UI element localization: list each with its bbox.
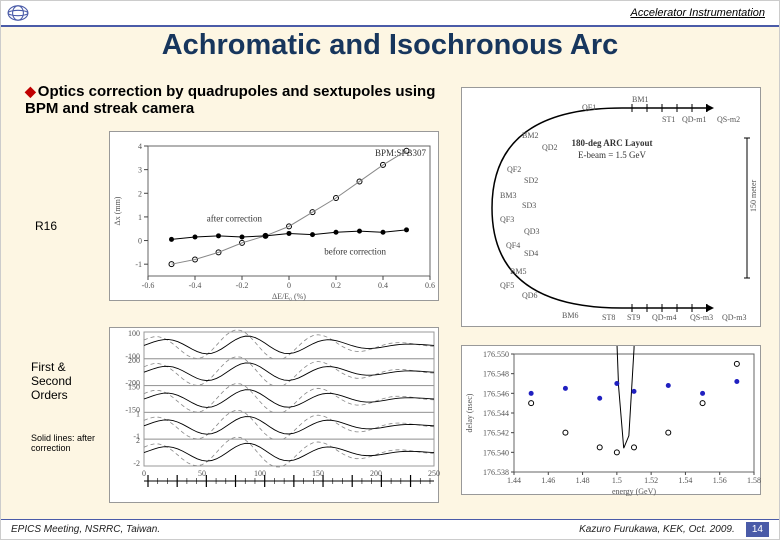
- arc-title: 180-deg ARC Layout: [571, 138, 652, 148]
- svg-text:176.544: 176.544: [483, 409, 509, 418]
- svg-text:QF5: QF5: [500, 281, 514, 290]
- chart-r16: -0.6 -0.4 -0.2 0 0.2 0.4 0.6 -1 0 1 2 3 4 ΔE/E₀ (%) Δx…: [109, 131, 439, 301]
- svg-text:176.546: 176.546: [483, 389, 509, 398]
- svg-text:before correction: before correction: [324, 247, 386, 257]
- svg-text:SD2: SD2: [524, 176, 538, 185]
- slide-title: Achromatic and Isochronous Arc: [1, 29, 779, 62]
- svg-text:0.6: 0.6: [425, 281, 435, 290]
- svg-text:ST8: ST8: [602, 313, 615, 322]
- svg-text:QD2: QD2: [542, 143, 558, 152]
- svg-text:QS-m3: QS-m3: [690, 313, 713, 322]
- svg-text:1.44: 1.44: [507, 476, 521, 485]
- page-number: 14: [746, 522, 769, 537]
- svg-text:4: 4: [138, 142, 142, 151]
- svg-text:1.56: 1.56: [713, 476, 727, 485]
- svg-text:0.2: 0.2: [331, 281, 341, 290]
- label-first-second-orders: First & Second Orders: [31, 361, 101, 402]
- svg-text:100: 100: [128, 329, 140, 338]
- arc-subtitle: E-beam = 1.5 GeV: [578, 150, 647, 160]
- svg-text:QF2: QF2: [507, 165, 521, 174]
- svg-text:-0.2: -0.2: [236, 281, 249, 290]
- slide: Accelerator Instrumentation Achromatic a…: [0, 0, 780, 540]
- svg-text:176.538: 176.538: [483, 468, 509, 477]
- svg-text:QF4: QF4: [506, 241, 520, 250]
- svg-text:ST9: ST9: [627, 313, 640, 322]
- svg-text:200: 200: [370, 469, 382, 478]
- svg-text:SD3: SD3: [522, 201, 536, 210]
- svg-text:1.46: 1.46: [541, 476, 555, 485]
- svg-text:0.4: 0.4: [378, 281, 388, 290]
- svg-text:BM2: BM2: [522, 131, 538, 140]
- bullet-icon: ◆: [25, 83, 36, 99]
- svg-text:0: 0: [138, 237, 142, 246]
- svg-text:0: 0: [287, 281, 291, 290]
- svg-text:SD4: SD4: [524, 249, 538, 258]
- svg-text:-0.4: -0.4: [189, 281, 202, 290]
- svg-text:QD-m3: QD-m3: [722, 313, 746, 322]
- bullet-text: ◆Optics correction by quadrupoles and se…: [25, 83, 445, 117]
- svg-text:2: 2: [136, 436, 140, 445]
- svg-text:50: 50: [198, 469, 206, 478]
- svg-text:2: 2: [138, 189, 142, 198]
- svg-text:delay (nsec): delay (nsec): [465, 393, 474, 432]
- svg-text:200: 200: [128, 356, 140, 365]
- svg-text:1: 1: [136, 409, 140, 418]
- svg-text:176.540: 176.540: [483, 448, 509, 457]
- svg-text:QD-m4: QD-m4: [652, 313, 676, 322]
- svg-text:BPM:SPB307: BPM:SPB307: [375, 148, 427, 158]
- svg-text:BM3: BM3: [500, 191, 516, 200]
- footer: EPICS Meeting, NSRRC, Taiwan. Kazuro Fur…: [1, 519, 779, 539]
- svg-text:QF1: QF1: [582, 103, 596, 112]
- svg-text:energy (GeV): energy (GeV): [612, 487, 656, 496]
- svg-text:QD3: QD3: [524, 227, 540, 236]
- svg-text:150: 150: [312, 469, 324, 478]
- svg-text:after correction: after correction: [207, 214, 263, 224]
- svg-text:QD6: QD6: [522, 291, 538, 300]
- svg-text:-2: -2: [133, 459, 140, 468]
- svg-text:BM6: BM6: [562, 311, 578, 320]
- header-section: Accelerator Instrumentation: [630, 7, 765, 19]
- label-r16: R16: [35, 219, 57, 233]
- arc-scale: 150 meter: [749, 179, 758, 212]
- svg-text:ΔE/E₀ (%): ΔE/E₀ (%): [272, 292, 306, 301]
- svg-text:Δx (mm): Δx (mm): [113, 196, 122, 225]
- svg-text:1.58: 1.58: [747, 476, 761, 485]
- footer-left: EPICS Meeting, NSRRC, Taiwan.: [11, 524, 160, 535]
- svg-text:176.548: 176.548: [483, 370, 509, 379]
- chart-orders: 100-100200-200150-1501-12-20501001502002…: [109, 327, 439, 503]
- header-bar: Accelerator Instrumentation: [1, 1, 779, 27]
- svg-text:-1: -1: [135, 260, 142, 269]
- svg-text:1: 1: [138, 213, 142, 222]
- chart-arc-layout: 180-deg ARC Layout E-beam = 1.5 GeV BM1 …: [461, 87, 761, 327]
- svg-text:QF3: QF3: [500, 215, 514, 224]
- svg-text:ST1: ST1: [662, 115, 675, 124]
- svg-text:176.542: 176.542: [483, 429, 509, 438]
- bullet-content: Optics correction by quadrupoles and sex…: [25, 83, 435, 117]
- svg-text:150: 150: [128, 383, 140, 392]
- svg-text:BM1: BM1: [632, 95, 648, 104]
- svg-text:-0.6: -0.6: [142, 281, 155, 290]
- svg-text:250: 250: [428, 469, 440, 478]
- svg-text:QS-m2: QS-m2: [717, 115, 740, 124]
- svg-text:0: 0: [142, 469, 146, 478]
- label-solid-lines: Solid lines: after correction: [31, 433, 109, 454]
- svg-text:1.54: 1.54: [678, 476, 692, 485]
- footer-right: Kazuro Furukawa, KEK, Oct. 2009.: [579, 524, 735, 535]
- svg-text:3: 3: [138, 166, 142, 175]
- svg-text:176.550: 176.550: [483, 350, 509, 359]
- logo-icon: [7, 4, 29, 22]
- chart-r56: 1.44 1.46 1.48 1.5 1.52 1.54 1.56 1.58 176.538 17…: [461, 345, 761, 495]
- svg-text:1.48: 1.48: [576, 476, 590, 485]
- svg-text:QD-m1: QD-m1: [682, 115, 706, 124]
- svg-text:1.52: 1.52: [644, 476, 658, 485]
- svg-text:BM5: BM5: [510, 267, 526, 276]
- svg-text:1.5: 1.5: [612, 476, 622, 485]
